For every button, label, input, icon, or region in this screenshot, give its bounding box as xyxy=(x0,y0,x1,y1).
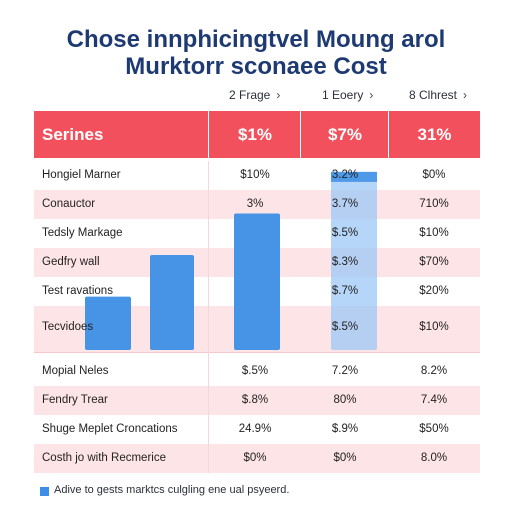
row-label: Fendry Trear xyxy=(42,394,108,406)
row-label: Conauctor xyxy=(42,198,96,210)
table-row xyxy=(34,386,480,415)
table-row xyxy=(34,357,480,386)
chart-title-line-1: Chose innphicingtvel Moung arol xyxy=(66,26,446,53)
row-value xyxy=(225,219,285,248)
row-value: $0% xyxy=(333,452,357,464)
column-nav-2-label: 1 Eoery xyxy=(322,88,364,102)
row-value: $70% xyxy=(419,256,449,268)
bar-1 xyxy=(85,296,131,350)
row-value xyxy=(225,277,285,306)
column-nav-3[interactable]: 8 Clhrest › xyxy=(409,88,467,102)
row-value: 8.0% xyxy=(420,452,448,464)
header-value-3: 31% xyxy=(417,125,452,144)
row-value: 3.7% xyxy=(331,198,359,210)
bar-3 xyxy=(234,213,280,350)
header-value-2: $7% xyxy=(327,125,363,144)
row-value: 8.2% xyxy=(420,365,448,377)
row-label: Shuge Meplet Croncations xyxy=(42,423,178,435)
row-value: 24.9% xyxy=(238,423,272,435)
row-value: $.7% xyxy=(331,285,359,297)
table-row xyxy=(34,415,480,444)
row-value: $10% xyxy=(419,227,449,239)
row-value: $10% xyxy=(419,321,449,333)
row-value: 710% xyxy=(419,198,449,210)
chevron-right-icon: › xyxy=(369,88,374,102)
row-divider xyxy=(34,352,480,353)
row-value: 3.2% xyxy=(331,169,359,181)
bar-4 xyxy=(331,171,377,350)
table-header-row xyxy=(34,111,480,158)
row-label: Costh jo with Recmerice xyxy=(42,452,166,464)
row-value: $.3% xyxy=(331,256,359,268)
row-label: Tedsly Markage xyxy=(42,227,123,239)
row-value: $50% xyxy=(419,423,449,435)
column-divider xyxy=(208,161,209,473)
header-divider xyxy=(208,111,209,158)
chevron-right-icon: › xyxy=(463,88,468,102)
row-label: Gedfry wall xyxy=(42,256,100,268)
row-value xyxy=(225,313,285,342)
row-value: 80% xyxy=(333,394,357,406)
row-value: $.8% xyxy=(241,394,269,406)
legend-label: Adive to gests marktcs culgling ene ual … xyxy=(54,484,290,496)
chart-title-line-2: Murktorr sconaee Cost xyxy=(125,53,387,80)
row-value: 7.2% xyxy=(331,365,359,377)
row-value: $10% xyxy=(240,169,270,181)
column-nav-1[interactable]: 2 Frage › xyxy=(229,88,280,102)
row-value: $.9% xyxy=(331,423,359,435)
bar-2 xyxy=(150,255,194,350)
row-value: $20% xyxy=(419,285,449,297)
column-nav-1-label: 2 Frage xyxy=(229,88,271,102)
row-label: Test ravations xyxy=(42,285,113,297)
table-row xyxy=(34,161,480,190)
column-nav-2[interactable]: 1 Eoery › xyxy=(322,88,373,102)
row-value: $.5% xyxy=(241,365,269,377)
header-label: Serines xyxy=(42,125,104,144)
row-value: $.5% xyxy=(331,227,359,239)
row-value: $0% xyxy=(243,452,267,464)
row-value: $.5% xyxy=(331,321,359,333)
row-value: $0% xyxy=(422,169,446,181)
column-nav-3-label: 8 Clhrest xyxy=(409,88,458,102)
bar-top-cap xyxy=(331,171,377,182)
header-divider xyxy=(388,111,389,158)
header-divider xyxy=(300,111,301,158)
row-label: Mopial Neles xyxy=(42,365,109,377)
header-value-1: $1% xyxy=(237,125,273,144)
row-label: Tecvidoes xyxy=(42,321,94,333)
legend-swatch xyxy=(40,487,49,496)
row-value: 3% xyxy=(246,198,264,210)
row-value xyxy=(225,248,285,277)
row-label: Hongiel Marner xyxy=(42,169,121,181)
table-row xyxy=(34,444,480,473)
row-value: 7.4% xyxy=(420,394,448,406)
chevron-right-icon: › xyxy=(276,88,281,102)
